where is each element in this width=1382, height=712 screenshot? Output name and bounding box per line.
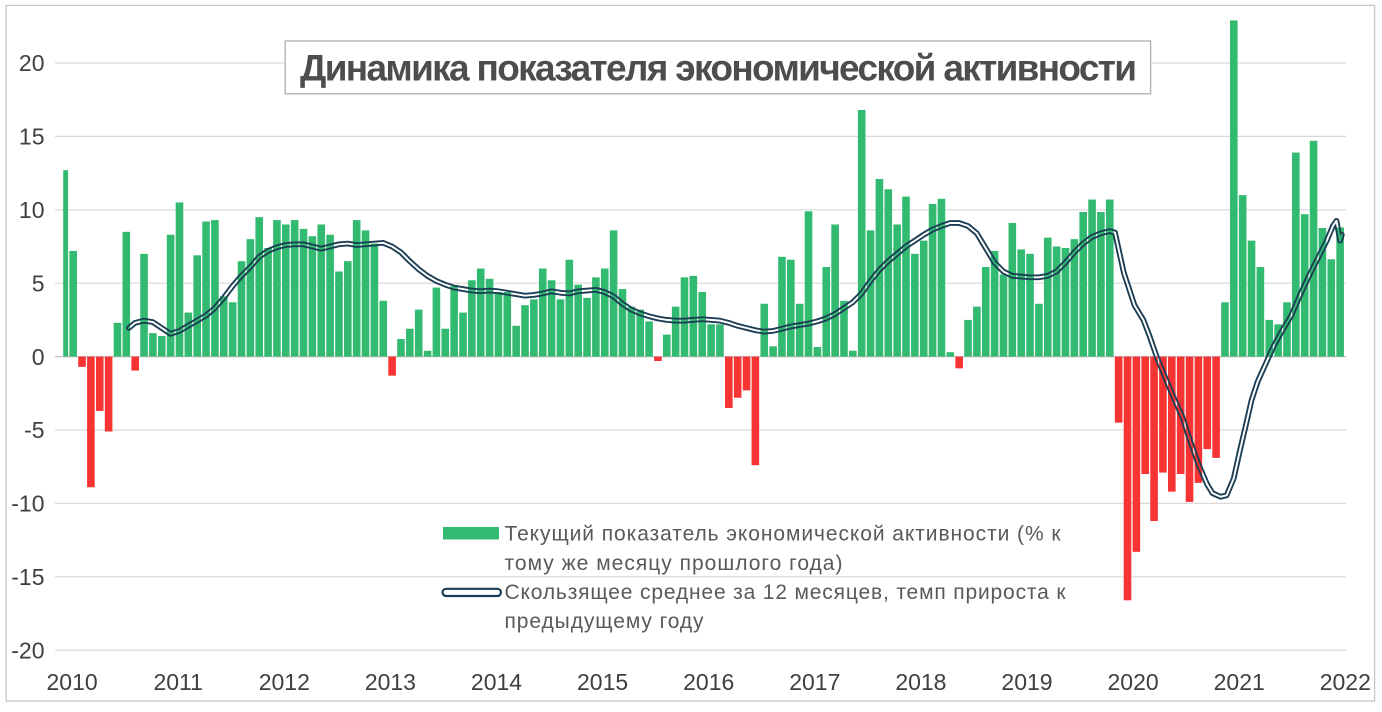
- svg-text:-15: -15: [11, 564, 44, 590]
- svg-text:2013: 2013: [365, 669, 416, 695]
- svg-text:Текущий показатель экономическ: Текущий показатель экономической активно…: [505, 523, 1062, 546]
- svg-text:2016: 2016: [683, 669, 734, 695]
- svg-text:10: 10: [19, 197, 45, 223]
- svg-text:2017: 2017: [789, 669, 840, 695]
- svg-text:2011: 2011: [153, 669, 202, 695]
- svg-text:предыдущему году: предыдущему году: [505, 610, 705, 633]
- svg-text:Динамика показателя экономичес: Динамика показателя экономической активн…: [300, 48, 1137, 89]
- svg-text:-5: -5: [24, 417, 44, 443]
- svg-text:2010: 2010: [47, 669, 98, 695]
- svg-text:-20: -20: [11, 637, 44, 663]
- svg-text:2022: 2022: [1320, 669, 1371, 695]
- svg-text:-10: -10: [11, 491, 44, 517]
- svg-text:2021: 2021: [1214, 669, 1265, 695]
- svg-text:2018: 2018: [895, 669, 946, 695]
- svg-text:2020: 2020: [1108, 669, 1159, 695]
- svg-text:20: 20: [19, 50, 45, 76]
- svg-text:2014: 2014: [471, 669, 522, 695]
- svg-text:2019: 2019: [1001, 669, 1052, 695]
- svg-text:тому же месяцу прошлого года): тому же месяцу прошлого года): [505, 552, 843, 575]
- svg-text:2015: 2015: [577, 669, 628, 695]
- svg-text:5: 5: [32, 270, 45, 296]
- svg-text:2012: 2012: [259, 669, 310, 695]
- svg-text:0: 0: [32, 344, 45, 370]
- svg-text:15: 15: [19, 124, 45, 150]
- svg-text:Скользящее среднее за 12 месяц: Скользящее среднее за 12 месяцев, темп п…: [505, 581, 1067, 604]
